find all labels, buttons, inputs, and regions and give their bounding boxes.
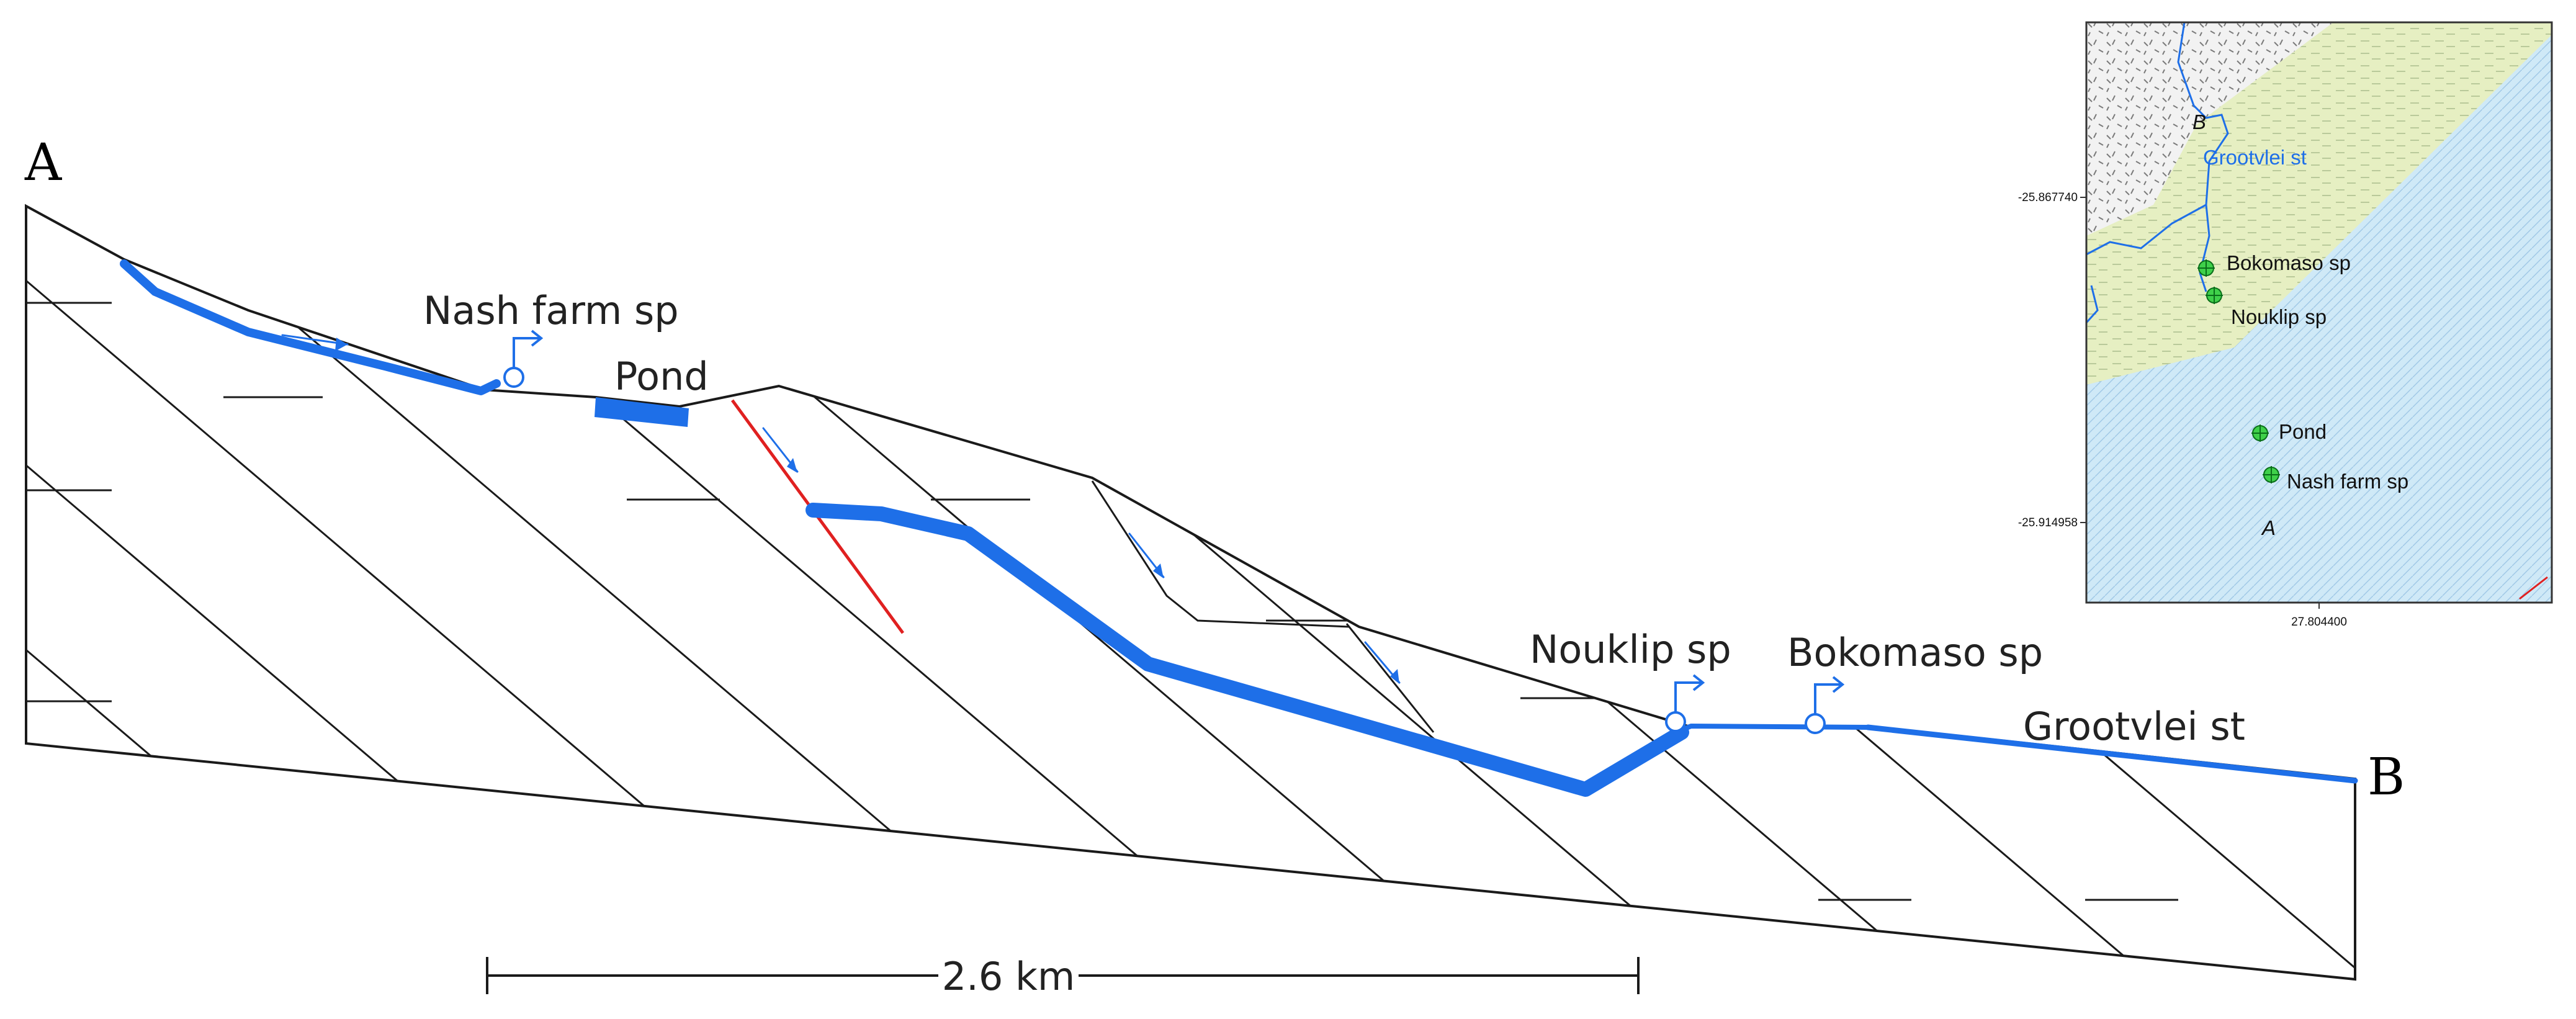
scale-bar-label: 2.6 km — [942, 954, 1075, 999]
map-bokomaso-label: Bokomaso sp — [2227, 251, 2351, 274]
map-site-markers — [2197, 259, 2280, 483]
spring-symbol-nouklip — [1665, 674, 1705, 732]
spring-symbol-bokomaso — [1805, 676, 1845, 734]
map-nash-farm-label: Nash farm sp — [2287, 470, 2408, 493]
map-nouklip-label: Nouklip sp — [2231, 305, 2327, 328]
map-lat-bottom: -25.914958 — [2018, 516, 2078, 529]
map-grootvlei-label: Grootvlei st — [2203, 146, 2307, 169]
bokomaso-label: Bokomaso sp — [1787, 630, 2043, 675]
map-stream — [2177, 22, 2229, 292]
map-pond-label: Pond — [2279, 420, 2327, 443]
spring-symbol-nash-farm — [503, 330, 544, 388]
nouklip-label: Nouklip sp — [1530, 627, 1731, 672]
map-lat-top: -25.867740 — [2018, 191, 2078, 204]
pond-shape — [595, 397, 689, 427]
map-b-label: B — [2192, 110, 2206, 133]
section-start-label: A — [24, 133, 63, 192]
scale-bar — [486, 957, 1640, 994]
inset-map: B Grootvlei st Bokomaso sp Nouklip sp Po… — [2018, 21, 2553, 629]
map-a-label: A — [2261, 516, 2276, 539]
section-end-label: B — [2367, 748, 2405, 807]
nash-farm-label: Nash farm sp — [423, 288, 679, 333]
flow-arrowheads — [335, 338, 1399, 684]
map-lon: 27.804400 — [2291, 616, 2347, 629]
grootvlei-label: Grootvlei st — [2023, 704, 2245, 749]
pond-label: Pond — [614, 354, 709, 399]
